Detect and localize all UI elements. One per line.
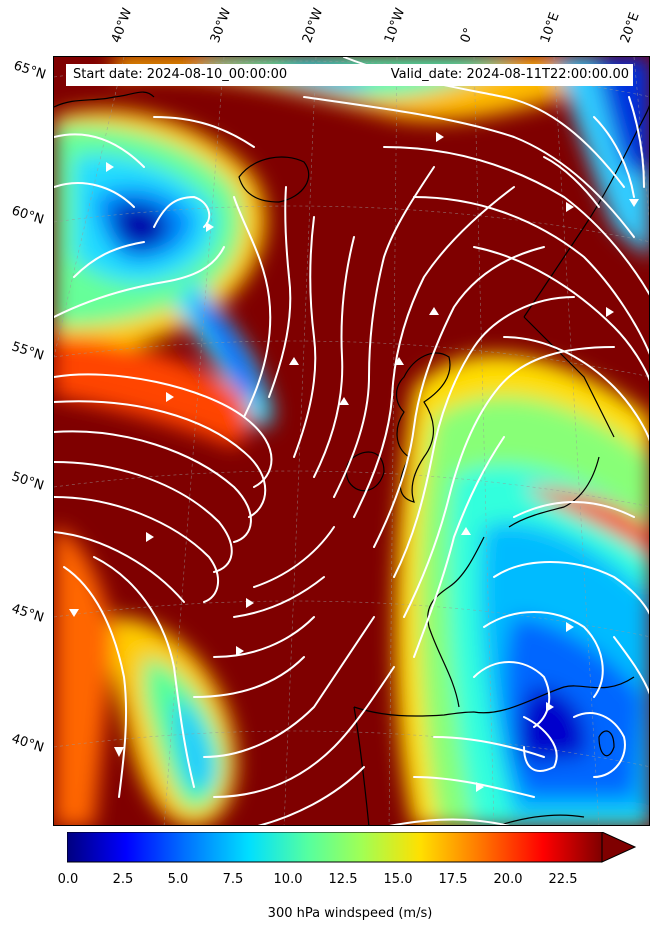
colorbar-label: 300 hPa windspeed (m/s) — [267, 906, 433, 921]
lon-label-10w: 10°W — [381, 6, 409, 45]
start-date-text: Start date: 2024-08-10_00:00:00 — [73, 67, 288, 82]
streamline-arrows — [69, 132, 639, 792]
colorbar-tick-6: 15.0 — [383, 872, 413, 887]
lat-label-45n: 45°N — [9, 601, 46, 626]
lat-label-40n: 40°N — [9, 731, 46, 756]
lon-label-10e: 10°E — [537, 10, 563, 46]
valid-date-text: Valid_date: 2024-08-11T22:00:00.00 — [390, 67, 629, 82]
colorbar-tick-8: 20.0 — [493, 872, 523, 887]
lat-label-50n: 50°N — [9, 469, 46, 494]
colorbar-tick-4: 10.0 — [273, 872, 303, 887]
colorbar-tick-1: 2.5 — [112, 872, 134, 887]
colorbar-tick-5: 12.5 — [328, 872, 358, 887]
lat-label-60n: 60°N — [9, 203, 46, 228]
windspeed-field — [54, 57, 649, 825]
lat-label-55n: 55°N — [9, 339, 46, 364]
lon-label-20w: 20°W — [299, 6, 327, 45]
lon-label-40w: 40°W — [108, 6, 136, 45]
colorbar-tick-7: 17.5 — [438, 872, 468, 887]
colorbar — [67, 832, 637, 863]
wind-map — [53, 56, 650, 826]
colorbar-tick-0: 0.0 — [57, 872, 79, 887]
colorbar-tick-2: 5.0 — [167, 872, 189, 887]
lon-label-20e: 20°E — [617, 10, 643, 46]
streamlines — [54, 57, 649, 825]
lat-label-65n: 65°N — [11, 58, 48, 83]
date-info-box: Start date: 2024-08-10_00:00:00 Valid_da… — [66, 64, 633, 86]
colorbar-tick-9: 22.5 — [548, 872, 578, 887]
colorbar-tick-3: 7.5 — [222, 872, 244, 887]
lon-label-0: 0° — [457, 25, 478, 45]
coastlines — [54, 91, 649, 825]
lon-label-30w: 30°W — [207, 6, 235, 45]
